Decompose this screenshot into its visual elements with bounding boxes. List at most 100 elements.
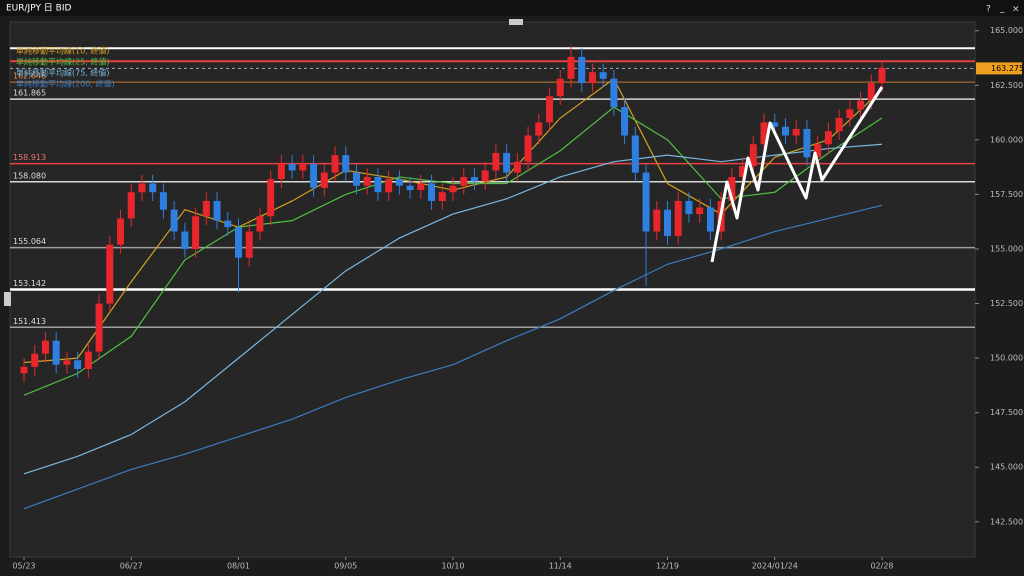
candle-body [374, 176, 382, 193]
candle-body [235, 227, 242, 258]
candle-body [159, 192, 167, 210]
candle-body [299, 163, 307, 171]
candle-body [149, 183, 157, 193]
legend-entry: 単純移動平均線(25, 終値) [16, 57, 110, 67]
candle-body [41, 340, 49, 354]
candle-body [728, 176, 736, 201]
candle-body [492, 152, 500, 171]
candle-body [406, 185, 414, 191]
candle-body [674, 200, 682, 236]
candle-body [288, 163, 296, 171]
last-price-label: 163.275 [991, 64, 1024, 73]
candle-body [63, 360, 71, 365]
candle-body [749, 144, 757, 167]
candle-body [224, 220, 232, 228]
legend-entry: 単純移動平均線(200, 終値) [16, 79, 115, 89]
candle-body [202, 200, 210, 217]
side-handle[interactable] [4, 292, 11, 306]
candle-body [95, 303, 103, 352]
candle-body [170, 209, 178, 232]
x-tick-label: 02/28 [870, 562, 893, 571]
candle-body [535, 122, 543, 136]
candle-body [824, 131, 832, 145]
candle-body [578, 56, 586, 84]
candle-body [320, 172, 328, 188]
x-tick-label: 08/01 [227, 562, 250, 571]
y-tick-label: 165.000 [990, 26, 1023, 35]
candle-body [706, 207, 714, 232]
legend-entry: 単純移動平均線(75, 終値) [16, 68, 110, 78]
level-label: 158.080 [13, 171, 46, 180]
y-tick-label: 162.500 [990, 81, 1023, 90]
candle-body [781, 126, 789, 136]
candle-body [74, 360, 82, 370]
level-label: 161.865 [13, 89, 46, 98]
x-tick-label: 11/14 [549, 562, 572, 571]
candle-body [835, 118, 843, 132]
candle-body [513, 161, 521, 173]
axes: 142.500 145.000 147.500 150.000 152.500 155.0… [12, 26, 1024, 570]
candle-body [106, 244, 114, 304]
candle-body [449, 185, 457, 193]
close-button[interactable]: × [1012, 5, 1020, 15]
x-tick-label: 10/10 [441, 562, 464, 571]
candle-body [653, 209, 661, 232]
candle-body [503, 152, 511, 173]
candle-body [664, 209, 671, 236]
candle-body [385, 179, 393, 193]
legend-entry: 単純移動平均線(10, 終値) [16, 46, 110, 56]
candle-body [878, 67, 886, 84]
candle-body [739, 166, 747, 177]
title-bar [0, 0, 1024, 16]
candle-body [867, 83, 875, 101]
candle-body [599, 72, 607, 79]
candle-body [342, 155, 350, 173]
x-tick-label: 06/27 [120, 562, 143, 571]
candle-body [310, 163, 318, 188]
moving-average-line [23, 204, 883, 510]
candle-body [117, 218, 125, 245]
candle-body [567, 56, 575, 79]
y-tick-label: 147.500 [990, 408, 1023, 417]
candle-body [395, 179, 403, 186]
candle-body [470, 176, 478, 182]
x-tick-label: 09/05 [334, 562, 357, 571]
candle-body [352, 172, 360, 186]
level-label: 162.648 [13, 72, 46, 81]
candle-body [460, 176, 468, 186]
candle-body [84, 351, 92, 370]
dropdown-handle[interactable] [509, 19, 523, 25]
candle-body [621, 107, 629, 136]
y-tick-label: 160.000 [990, 135, 1023, 144]
levels: 162.648 161.865 158.913 158.080 155.064 153.1… [10, 47, 975, 329]
candle-body [771, 122, 779, 127]
help-button[interactable]: ? [986, 5, 991, 15]
candle-body [138, 183, 146, 193]
candle-body [127, 192, 135, 219]
candle-body [20, 366, 28, 374]
level-label: 155.064 [13, 237, 46, 246]
candle-body [524, 135, 532, 162]
level-label: 158.913 [13, 153, 46, 162]
y-tick-label: 150.000 [990, 354, 1023, 363]
window-title: EUR/JPY 日 BID [6, 3, 71, 14]
legend: 単純移動平均線(10, 終値)単純移動平均線(25, 終値)単純移動平均線(75… [16, 46, 115, 89]
minimize-button[interactable]: _ [999, 4, 1005, 14]
candle-body [803, 128, 811, 158]
candle-body [556, 78, 564, 97]
candle-body [438, 192, 446, 201]
candle-body [481, 170, 489, 182]
candles [20, 46, 886, 383]
y-tick-label: 157.500 [990, 190, 1023, 199]
level-label: 153.142 [13, 279, 46, 288]
candle-body [588, 72, 596, 84]
x-tick-label: 05/23 [12, 562, 35, 571]
y-tick-label: 155.000 [990, 244, 1023, 253]
candle-body [857, 100, 865, 110]
y-tick-label: 145.000 [990, 463, 1023, 472]
candle-body [277, 163, 285, 180]
candle-body [245, 231, 253, 258]
x-tick-label: 12/19 [656, 562, 679, 571]
